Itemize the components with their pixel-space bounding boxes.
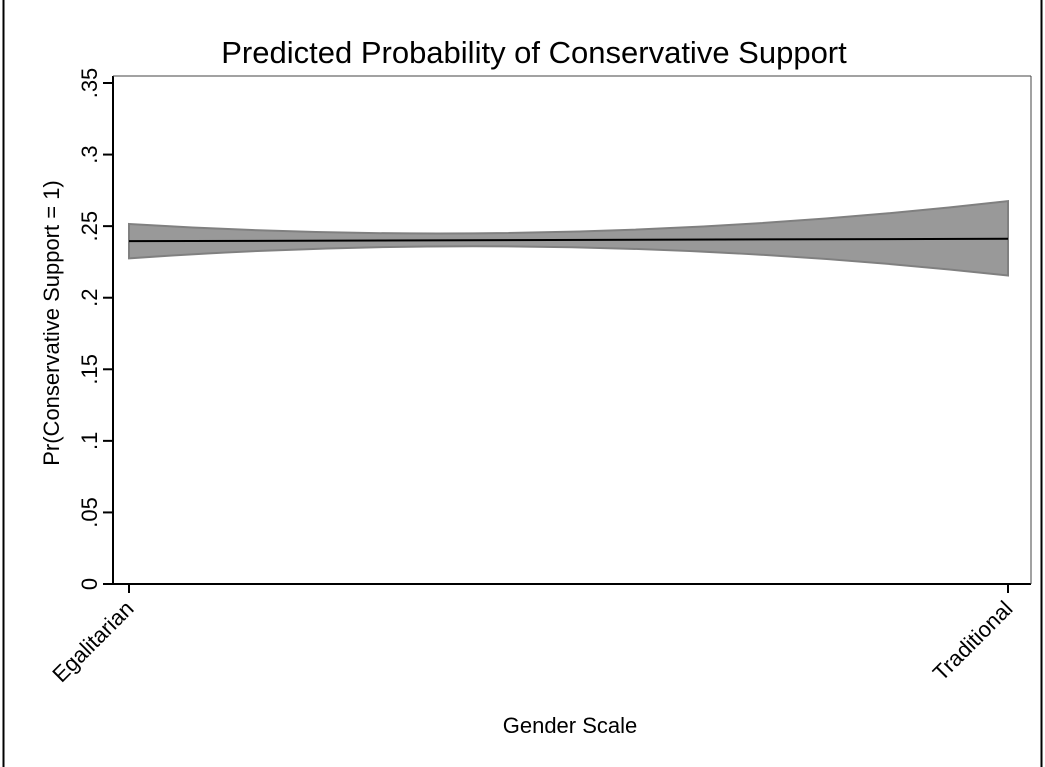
y-tick-layer: 0 .05 .1 .15 .2 .25 .3 .35 [77,68,113,590]
axes-layer [112,75,1032,585]
y-tick-label: .15 [77,354,102,385]
y-tick-label: .1 [77,432,102,450]
y-tick-label: .35 [77,68,102,99]
y-tick-label: .2 [77,289,102,307]
y-tick-label: .25 [77,211,102,242]
y-axis-label: Pr(Conservative Support = 1) [39,180,64,466]
plot-area: 0.05.1.15.2.25.3.35 Egalitarian Tradition… [47,68,1032,687]
prediction-line [128,237,1009,243]
confidence-band-layer [128,199,1009,277]
confidence-band [128,199,1009,277]
plot-background [113,76,1031,584]
y-tick-label: 0 [77,578,102,590]
y-tick-label: .3 [77,145,102,163]
prediction-line-layer [128,237,1009,243]
y-tick-label: .05 [77,497,102,528]
x-axis-label: Gender Scale [503,713,638,738]
chart-title: Predicted Probability of Conservative Su… [221,35,847,70]
